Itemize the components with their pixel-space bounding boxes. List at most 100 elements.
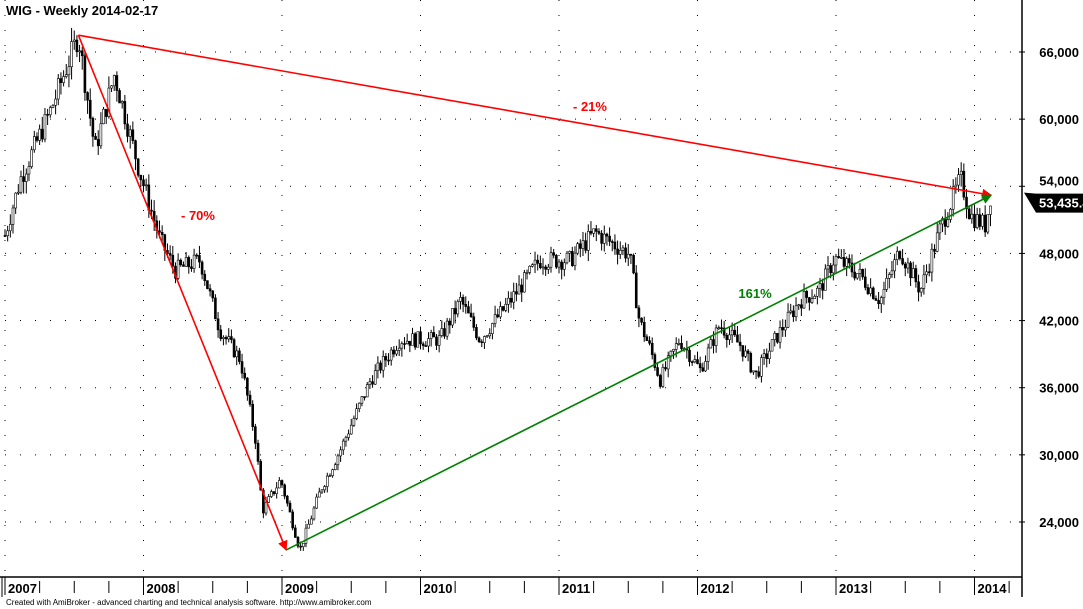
price-bar-body [866, 287, 870, 294]
price-bar-body [965, 196, 968, 210]
price-bar-body [701, 367, 705, 372]
price-bar-body [738, 341, 742, 346]
price-bar-body [925, 271, 928, 276]
price-bar-body [115, 75, 119, 91]
price-bar-body [491, 323, 494, 334]
price-bar-body [533, 259, 537, 266]
price-bar-body [421, 343, 425, 346]
price-bar-body [198, 255, 201, 263]
price-bar-body [669, 350, 673, 357]
price-bar-body [656, 367, 659, 376]
y-tick-label: 60,000 [1039, 112, 1079, 127]
price-bar-body [435, 336, 438, 346]
price-bar-body [30, 149, 33, 167]
price-bar-body [810, 298, 814, 303]
price-bar-body [469, 312, 473, 318]
price-bar-body [195, 254, 199, 257]
price-bar-body [126, 123, 129, 137]
price-bar-body [400, 343, 404, 349]
price-bar-body [909, 262, 912, 279]
price-bar-body [403, 343, 406, 345]
price-bar-body [794, 305, 798, 318]
y-tick-label: 48,000 [1039, 246, 1079, 261]
price-bar-body [262, 489, 265, 514]
price-bar-body [608, 235, 611, 242]
price-bar-body [568, 251, 571, 254]
price-bar-body [230, 336, 233, 340]
price-bar-body [304, 527, 308, 544]
price-bar-body [96, 139, 100, 147]
price-bar-body [35, 136, 39, 141]
price-bar-body [270, 491, 273, 497]
price-bar-body [70, 41, 73, 68]
price-bar-body [789, 310, 793, 313]
y-tick-label: 42,000 [1039, 314, 1079, 329]
price-bar-body [749, 353, 753, 373]
price-bar-body [856, 273, 859, 279]
price-bar-body [645, 336, 649, 341]
price-bar-body [584, 240, 587, 251]
price-bar-body [845, 258, 848, 267]
price-bar-body [488, 333, 492, 337]
price-bar-body [480, 341, 484, 344]
last-value-tag [1024, 192, 1083, 213]
price-bar-body [613, 241, 617, 250]
price-bar-body [946, 219, 950, 227]
price-bar-body [565, 252, 569, 264]
price-bar-body [666, 355, 670, 370]
price-bar-body [504, 303, 508, 311]
price-bar-body [922, 274, 926, 289]
price-bar-body [933, 248, 936, 252]
y-tick-label: 36,000 [1039, 381, 1079, 396]
price-bar-body [893, 259, 896, 272]
price-bar-body [621, 247, 625, 251]
price-bar-body [357, 402, 361, 409]
price-bar-body [27, 166, 31, 175]
y-tick-label: 54,000 [1039, 173, 1079, 188]
price-bar-body [507, 297, 510, 305]
price-bar-body [437, 335, 441, 346]
price-bar-body [456, 301, 460, 315]
price-bar-body [365, 384, 369, 398]
price-bar-body [120, 101, 124, 104]
price-bar-body [99, 123, 103, 147]
price-bar-body [445, 320, 449, 337]
price-bar-body [629, 253, 633, 256]
price-bar-body [816, 287, 819, 297]
price-bar-body [211, 290, 215, 299]
price-bar-body [949, 208, 952, 220]
price-bar-body [821, 283, 824, 291]
price-bar-body [203, 273, 207, 281]
price-bar-body [331, 469, 334, 476]
price-bar-body [464, 304, 468, 307]
price-bar-body [552, 252, 555, 256]
price-bar-body [959, 170, 963, 175]
price-bar-body [46, 114, 49, 116]
price-bar-body [842, 257, 846, 267]
price-bar-body [427, 338, 430, 347]
price-bar-body [496, 314, 500, 318]
price-bar-body [214, 297, 217, 320]
price-bar-body [296, 537, 300, 547]
price-bar-body [339, 449, 342, 457]
price-bar-body [299, 545, 302, 548]
annotation-label: 161% [738, 286, 772, 301]
price-bar-body [118, 90, 121, 104]
price-bar-body [555, 254, 558, 268]
price-bar-body [536, 259, 539, 264]
price-bar-body [493, 314, 497, 324]
price-bar-body [576, 243, 579, 254]
price-bar-body [895, 251, 899, 260]
trend-annotations: - 21% - 70% 161% [77, 34, 993, 551]
price-bar-body [453, 308, 457, 315]
price-bar-body [317, 491, 321, 498]
price-bar-body [248, 394, 252, 405]
price-bar-body [43, 114, 47, 140]
price-bar-body [869, 287, 872, 294]
price-bar-body [499, 306, 502, 318]
price-bar-body [597, 231, 601, 234]
price-bar-body [371, 381, 374, 385]
price-bar-body [341, 440, 345, 451]
price-bar-body [837, 256, 840, 258]
